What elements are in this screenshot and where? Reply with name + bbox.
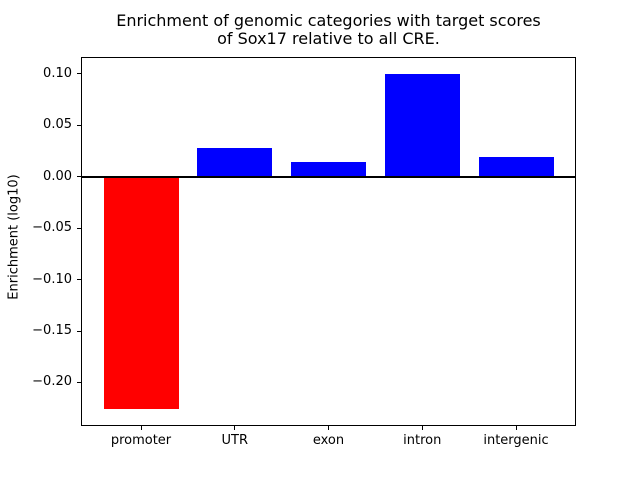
- y-tick-label: −0.15: [32, 323, 72, 339]
- y-tick-label: −0.20: [32, 374, 72, 390]
- y-tick-mark: [77, 124, 81, 126]
- y-tick-mark: [77, 227, 81, 229]
- y-tick-label: 0.00: [43, 168, 72, 184]
- x-tick-mark: [234, 426, 236, 430]
- zero-line: [81, 175, 576, 178]
- y-tick-label: 0.05: [43, 117, 72, 133]
- chart-title-line1: Enrichment of genomic categories with ta…: [116, 11, 541, 30]
- y-tick-mark: [77, 176, 81, 178]
- y-tick-label: −0.05: [32, 220, 72, 236]
- bar-intergenic: [478, 157, 554, 177]
- plot-area: [81, 57, 576, 426]
- y-tick-mark: [77, 73, 81, 75]
- bar-UTR: [197, 147, 273, 177]
- bar-intron: [384, 73, 460, 177]
- x-tick-label-intron: intron: [403, 433, 442, 448]
- bar-promoter: [103, 176, 179, 410]
- y-tick-label: −0.10: [32, 271, 72, 287]
- x-tick-mark: [140, 426, 142, 430]
- bar-exon: [291, 162, 366, 177]
- y-tick-mark: [77, 381, 81, 383]
- chart-title: Enrichment of genomic categories with ta…: [81, 12, 576, 48]
- x-tick-mark: [328, 426, 329, 430]
- y-tick-mark: [77, 279, 81, 281]
- x-tick-mark: [515, 426, 517, 430]
- chart-title-line2: of Sox17 relative to all CRE.: [217, 29, 440, 48]
- y-tick-label: 0.10: [43, 65, 72, 81]
- y-tick-mark: [77, 330, 81, 332]
- x-tick-label-promoter: promoter: [110, 433, 172, 448]
- x-tick-label-intergenic: intergenic: [483, 433, 549, 448]
- x-tick-label-exon: exon: [312, 433, 345, 448]
- x-tick-mark: [421, 426, 423, 430]
- x-tick-label-UTR: UTR: [221, 433, 249, 448]
